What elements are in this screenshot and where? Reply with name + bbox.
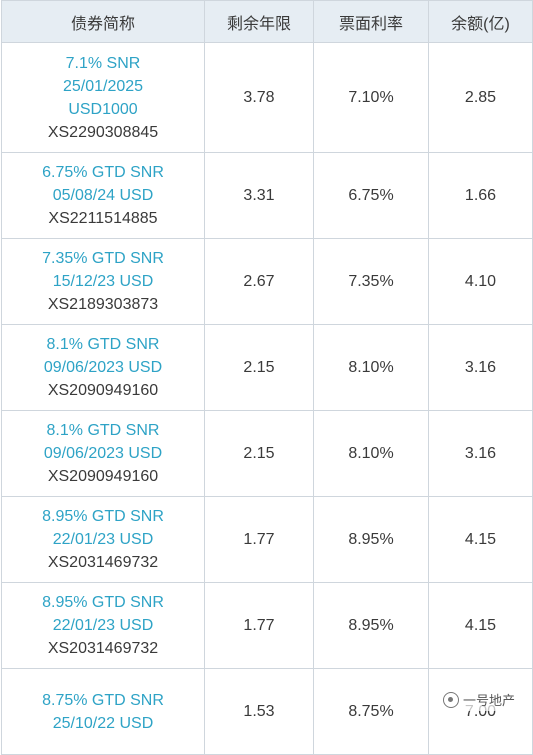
table-row: 7.35% GTD SNR 15/12/23 USD XS2189303873 …: [1, 238, 533, 325]
header-remaining-years: 剩余年限: [204, 0, 314, 43]
balance-cell: 3.16: [428, 410, 533, 497]
header-bond-name: 债券简称: [1, 0, 205, 43]
table-row: 8.1% GTD SNR 09/06/2023 USD XS2090949160…: [1, 410, 533, 497]
bond-name-cell: 8.95% GTD SNR 22/01/23 USD XS2031469732: [1, 496, 205, 583]
remaining-years-cell: 1.77: [204, 582, 314, 669]
watermark: 一号地产: [438, 688, 519, 711]
bond-name-cell: 7.1% SNR 25/01/2025 USD1000 XS2290308845: [1, 42, 205, 153]
bond-name-link[interactable]: 8.95% GTD SNR: [42, 508, 164, 525]
bond-name-cell: 8.75% GTD SNR 25/10/22 USD: [1, 668, 205, 755]
bond-name-link[interactable]: 7.1% SNR: [65, 54, 141, 72]
coupon-rate-cell: 6.75%: [313, 152, 429, 239]
bond-name-link[interactable]: 15/12/23 USD: [52, 273, 154, 290]
coupon-rate-cell: 8.10%: [313, 324, 429, 411]
coupon-rate-cell: 8.10%: [313, 410, 429, 497]
coupon-rate-cell: 8.95%: [313, 582, 429, 669]
bond-name-link[interactable]: 05/08/24 USD: [52, 187, 154, 204]
remaining-years-cell: 2.67: [204, 238, 314, 325]
header-balance: 余额(亿): [428, 0, 533, 43]
bond-name-link[interactable]: 8.1% GTD SNR: [46, 422, 160, 439]
remaining-years-cell: 3.31: [204, 152, 314, 239]
bond-name-link[interactable]: 8.1% GTD SNR: [46, 336, 160, 353]
bond-name-link[interactable]: 8.95% GTD SNR: [42, 594, 164, 611]
balance-cell: 3.16: [428, 324, 533, 411]
bond-name-link[interactable]: 6.75% GTD SNR: [42, 164, 164, 181]
bond-name-cell: 7.35% GTD SNR 15/12/23 USD XS2189303873: [1, 238, 205, 325]
bond-name-link[interactable]: 8.75% GTD SNR: [42, 691, 164, 709]
watermark-text: 一号地产: [462, 693, 515, 708]
table-row: 8.95% GTD SNR 22/01/23 USD XS2031469732 …: [1, 582, 533, 669]
table-row: 8.1% GTD SNR 09/06/2023 USD XS2090949160…: [1, 324, 533, 411]
coupon-rate-cell: 8.75%: [313, 668, 429, 755]
balance-cell: 4.15: [428, 496, 533, 583]
bond-name-link[interactable]: 09/06/2023 USD: [43, 359, 163, 376]
remaining-years-cell: 2.15: [204, 324, 314, 411]
balance-cell: 7.00: [428, 668, 533, 755]
balance-cell: 1.66: [428, 152, 533, 239]
coupon-rate-cell: 7.35%: [313, 238, 429, 325]
bond-code: XS2189303873: [47, 296, 159, 313]
balance-cell: 4.15: [428, 582, 533, 669]
bond-name-link[interactable]: 7.35% GTD SNR: [42, 250, 164, 267]
bond-code: XS2031469732: [47, 640, 159, 657]
table-row: 8.75% GTD SNR 25/10/22 USD 1.53 8.75% 7.…: [1, 668, 533, 755]
remaining-years-cell: 2.15: [204, 410, 314, 497]
bond-name-link[interactable]: USD1000: [68, 100, 138, 118]
bond-code: XS2211514885: [48, 210, 158, 227]
bond-code: XS2090949160: [47, 382, 159, 399]
remaining-years-cell: 1.53: [204, 668, 314, 755]
bond-name-link[interactable]: 09/06/2023 USD: [43, 445, 163, 462]
bond-code: XS2290308845: [47, 123, 159, 141]
remaining-years-cell: 3.78: [204, 42, 314, 153]
bond-name-cell: 8.1% GTD SNR 09/06/2023 USD XS2090949160: [1, 410, 205, 497]
remaining-years-cell: 1.77: [204, 496, 314, 583]
wechat-icon: [442, 691, 459, 708]
bond-name-cell: 8.1% GTD SNR 09/06/2023 USD XS2090949160: [1, 324, 205, 411]
bond-code: XS2090949160: [47, 468, 159, 485]
bond-name-link[interactable]: 25/01/2025: [62, 77, 144, 95]
coupon-rate-cell: 7.10%: [313, 42, 429, 153]
balance-cell: 2.85: [428, 42, 533, 153]
table-header-row: 债券简称 剩余年限 票面利率 余额(亿): [1, 0, 533, 43]
bond-name-cell: 8.95% GTD SNR 22/01/23 USD XS2031469732: [1, 582, 205, 669]
table-row: 7.1% SNR 25/01/2025 USD1000 XS2290308845…: [1, 42, 533, 153]
balance-cell: 4.10: [428, 238, 533, 325]
table-row: 8.95% GTD SNR 22/01/23 USD XS2031469732 …: [1, 496, 533, 583]
bond-name-cell: 6.75% GTD SNR 05/08/24 USD XS2211514885: [1, 152, 205, 239]
bond-name-link[interactable]: 25/10/22 USD: [52, 714, 154, 732]
coupon-rate-cell: 8.95%: [313, 496, 429, 583]
bond-name-link[interactable]: 22/01/23 USD: [52, 617, 154, 634]
bond-code: XS2031469732: [47, 554, 159, 571]
header-coupon-rate: 票面利率: [313, 0, 429, 43]
bond-name-link[interactable]: 22/01/23 USD: [52, 531, 154, 548]
table-row: 6.75% GTD SNR 05/08/24 USD XS2211514885 …: [1, 152, 533, 239]
